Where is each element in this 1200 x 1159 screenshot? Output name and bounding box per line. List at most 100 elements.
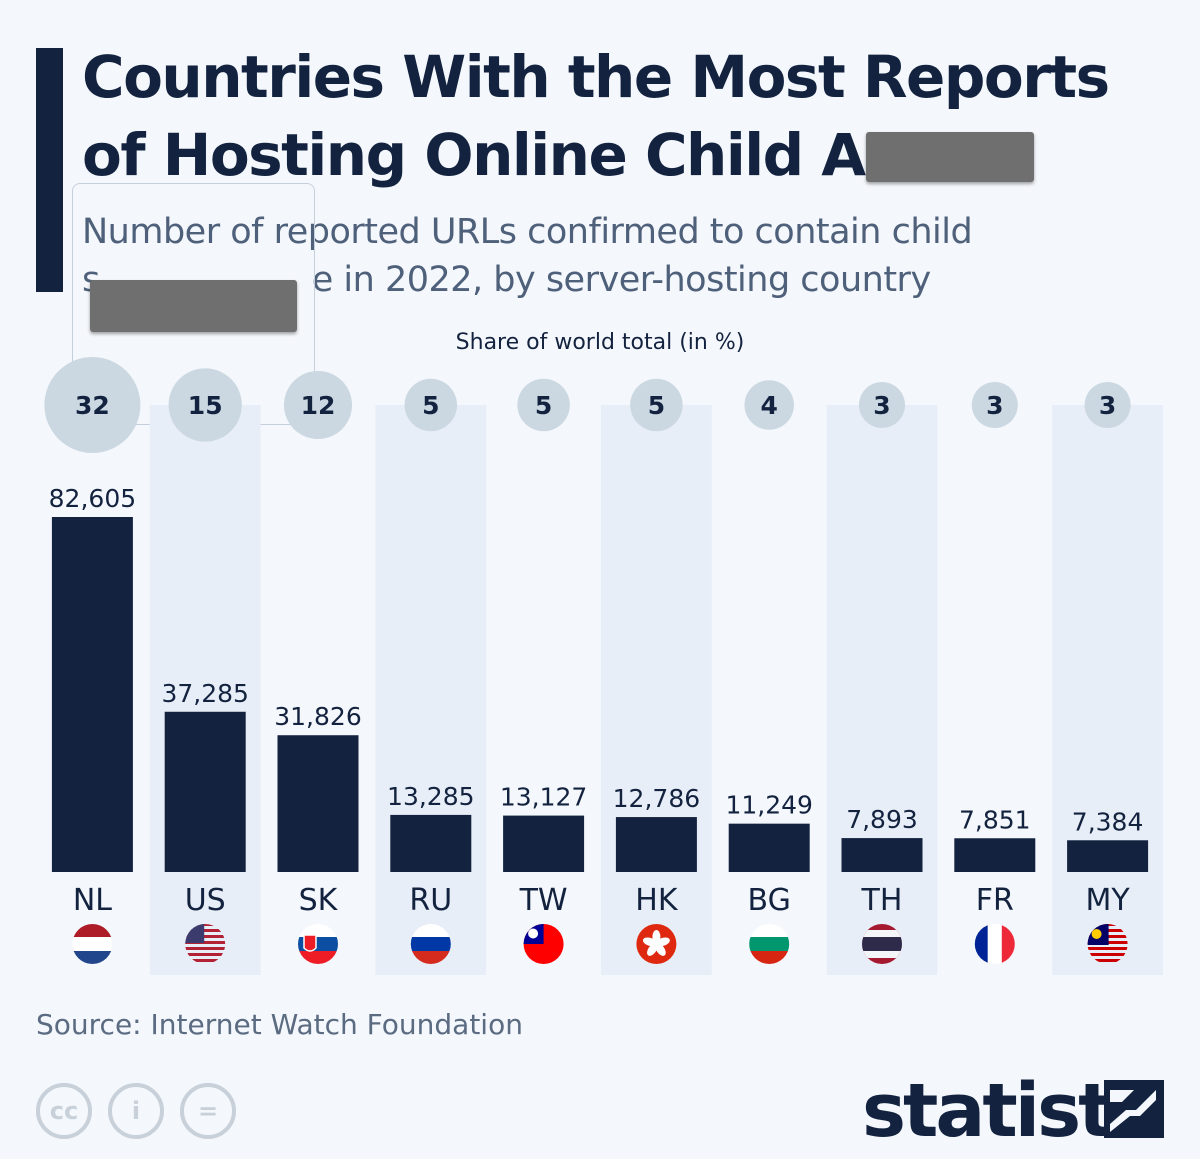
title-accent-bar [36, 48, 63, 292]
share-bubble-sk [283, 370, 353, 440]
share-value-sk: 12 [301, 391, 336, 420]
flag-stripe [1087, 947, 1128, 950]
bulgaria-flag-icon [749, 924, 790, 964]
share-bubble-nl [44, 357, 141, 453]
share-label: Share of world total (in %) [0, 330, 1200, 355]
flag-sun [528, 928, 539, 939]
share-bubble-th [858, 381, 906, 429]
no-derivatives-icon-label: = [197, 1097, 219, 1125]
category-label-nl: NL [73, 883, 112, 918]
category-label-us: US [185, 883, 226, 918]
category-label-ru: RU [409, 883, 452, 918]
share-value-tw: 5 [535, 391, 552, 420]
share-value-hk: 5 [648, 391, 665, 420]
flag-petal [647, 943, 658, 956]
bar-nl [51, 517, 133, 872]
share-value-fr: 3 [986, 391, 1003, 420]
thailand-flag-icon [862, 924, 902, 964]
flag-stripe [298, 951, 338, 964]
share-value-nl: 32 [75, 391, 110, 420]
netherlands-flag-icon [72, 924, 113, 964]
flag-stripe [749, 937, 790, 951]
flag-stripe [185, 947, 226, 950]
flag-stripe [185, 929, 226, 932]
flag-stripe [974, 924, 988, 964]
attribution-icon-label: i [131, 1097, 141, 1125]
share-bubble-us [168, 368, 242, 442]
flag-stripe [72, 924, 113, 937]
redaction-block-subtitle [90, 280, 297, 332]
bar-ru [390, 814, 472, 872]
flag-stripe [72, 951, 113, 964]
bar-bg [728, 823, 810, 872]
flag-stripe [749, 951, 790, 964]
flag-crescent [1091, 929, 1102, 939]
flag-stripe [987, 924, 1002, 964]
flag-stripe [185, 935, 226, 938]
subtitle-line-1: Number of reported URLs confirmed to con… [82, 212, 973, 252]
flag-stripe [185, 959, 226, 962]
share-value-th: 3 [873, 391, 890, 420]
value-label-bg: 11,249 [725, 791, 812, 820]
value-label-tw: 13,127 [500, 783, 587, 812]
flag-stripe [410, 951, 451, 964]
share-bubble-fr [971, 381, 1018, 429]
bar-fr [954, 838, 1036, 872]
share-value-my: 3 [1099, 391, 1116, 420]
flag-stripe [1001, 924, 1015, 964]
flag-stripe [1087, 959, 1128, 962]
flag-stripe [410, 937, 451, 951]
value-label-nl: 82,605 [49, 484, 136, 513]
bar-my [1067, 840, 1149, 872]
share-bubble-bg [744, 380, 794, 430]
chart-subtitle: Number of reported URLs confirmed to con… [82, 208, 1162, 304]
cc-icon-label: cc [49, 1097, 79, 1125]
value-label-ru: 13,285 [387, 782, 474, 811]
share-bubble-ru [404, 378, 458, 432]
title-line-2-text: of Hosting Online Child A [82, 121, 866, 189]
flag-petal [655, 943, 666, 956]
category-label-th: TH [861, 883, 903, 918]
russia-flag-icon [410, 924, 451, 964]
flag-shield [303, 934, 317, 952]
bar-sk [277, 735, 359, 872]
bar-chart: 32 82,605 NL 15 37,285 US 12 31,826 SK 5 13,285 RU 5… [44, 357, 1163, 975]
value-label-fr: 7,851 [959, 805, 1031, 834]
category-label-tw: TW [519, 883, 568, 918]
category-label-hk: HK [635, 883, 679, 918]
france-flag-icon [974, 924, 1015, 964]
share-value-us: 15 [188, 391, 223, 420]
taiwan-flag-icon [523, 924, 564, 964]
hongkong-flag-icon [636, 924, 677, 964]
share-bubble-my [1084, 381, 1131, 429]
no-derivatives-icon: = [180, 1083, 236, 1139]
flag-petal [642, 937, 657, 947]
column-band-ru [375, 405, 487, 975]
column-band-us [149, 405, 261, 975]
flag-stripe [185, 953, 226, 956]
share-bubble-hk [630, 378, 683, 432]
flag-stripe [862, 937, 902, 951]
category-label-bg: BG [748, 883, 791, 918]
flag-stripe [1087, 953, 1128, 956]
attribution-icon: i [108, 1083, 164, 1139]
value-label-hk: 12,786 [613, 784, 700, 813]
title-line-1: Countries With the Most Reports [82, 43, 1110, 111]
flag-stripe [72, 937, 113, 951]
column-band-my [1052, 405, 1163, 975]
share-value-bg: 4 [760, 391, 777, 420]
value-label-th: 7,893 [846, 805, 918, 834]
bar-tw [503, 815, 585, 872]
statista-logo-mark-icon [1104, 1080, 1164, 1138]
value-label-us: 37,285 [161, 679, 248, 708]
cc-icon: cc [36, 1083, 92, 1139]
redaction-block-title [866, 132, 1034, 182]
flag-stripe [298, 924, 338, 937]
value-label-sk: 31,826 [274, 702, 361, 731]
bar-hk [615, 817, 697, 872]
flag-stripe [185, 941, 226, 944]
category-label-sk: SK [299, 883, 339, 918]
category-label-my: MY [1085, 883, 1130, 918]
value-label-my: 7,384 [1072, 807, 1144, 836]
subtitle-line-2-text: e in 2022, by server-hosting country [311, 260, 931, 300]
